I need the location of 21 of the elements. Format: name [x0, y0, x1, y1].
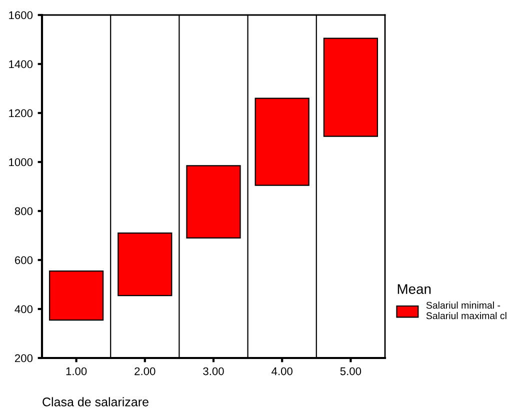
- x-tick-label: 5.00: [340, 367, 362, 376]
- y-tick-label: 200: [14, 354, 33, 362]
- x-tick-label: 4.00: [272, 367, 292, 376]
- bar: [254, 98, 310, 186]
- legend-title: Mean: [398, 284, 431, 294]
- bar: [48, 270, 104, 321]
- x-tick-label: 1.00: [66, 367, 87, 376]
- legend-label: Salariul minimal - Salariul maximal cl: [426, 302, 506, 320]
- y-tick-label: 1600: [9, 11, 33, 20]
- x-tick-label: 3.00: [203, 367, 224, 376]
- x-axis-title: Clasa de salarizare: [42, 397, 148, 406]
- y-tick-label: 1200: [9, 109, 33, 118]
- x-tick-label: 2.00: [134, 367, 156, 376]
- y-tick-label: 1000: [9, 158, 33, 166]
- y-tick-label: 600: [15, 256, 33, 264]
- bar: [118, 232, 172, 296]
- y-tick-label: 800: [14, 207, 33, 216]
- bar: [323, 38, 378, 137]
- bar: [186, 165, 241, 239]
- y-tick-label: 400: [14, 305, 33, 314]
- y-tick-label: 1400: [9, 60, 33, 68]
